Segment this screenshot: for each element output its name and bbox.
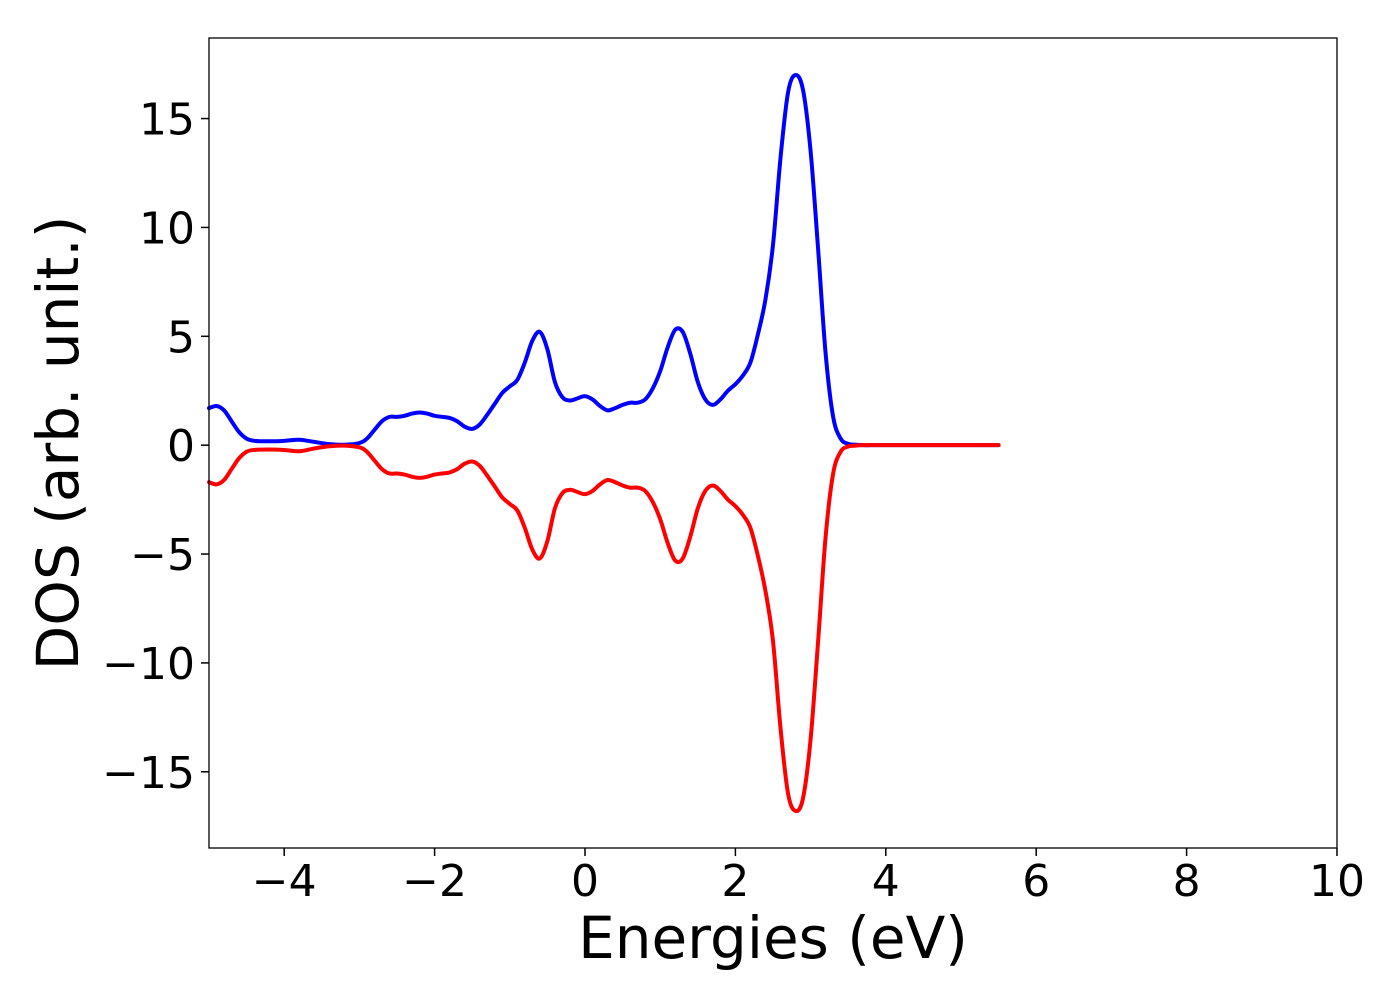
series-line-spin-down	[207, 443, 1001, 814]
x-tick-label: −2	[402, 856, 467, 907]
y-tick-label: −15	[102, 748, 195, 799]
x-tick-label: −4	[252, 856, 317, 907]
x-tick-label: 2	[721, 856, 749, 907]
x-tick-label: 10	[1309, 856, 1365, 907]
x-tick-label: 0	[571, 856, 599, 907]
series-layer	[207, 73, 1001, 814]
x-tick-label: 4	[872, 856, 900, 907]
x-axis-label: Energies (eV)	[578, 904, 968, 972]
plot-frame	[208, 37, 1338, 849]
y-axis-ticks: −15 −10 −5 0 5 10 15	[102, 95, 209, 799]
y-tick-label: 5	[167, 312, 195, 363]
x-tick-label: 6	[1022, 856, 1050, 907]
series-line-spin-up	[207, 73, 1001, 448]
y-axis-label: DOS (arb. unit.)	[24, 216, 92, 671]
y-tick-label: −5	[130, 530, 195, 581]
y-tick-label: 10	[139, 203, 195, 254]
y-tick-label: 15	[139, 95, 195, 146]
y-tick-label: 0	[167, 421, 195, 472]
x-tick-label: 8	[1173, 856, 1201, 907]
x-axis-ticks: −4 −2 0 2 4 6 8 10	[252, 848, 1365, 907]
y-tick-label: −10	[102, 639, 195, 690]
